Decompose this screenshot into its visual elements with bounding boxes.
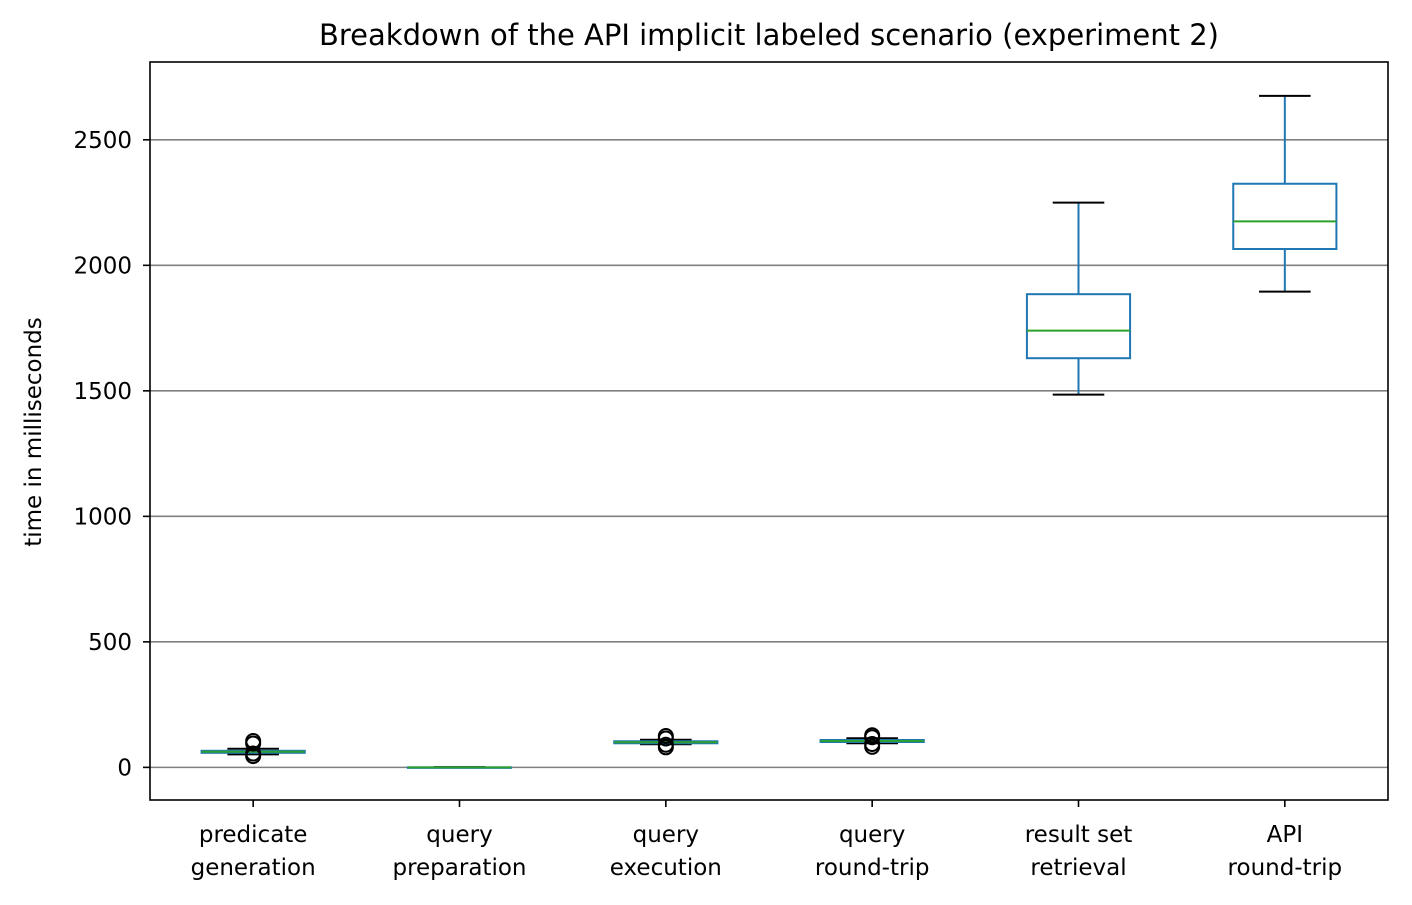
x-tick-label: query [633,822,699,848]
outlier-point [245,733,262,750]
gridlines [150,139,1388,769]
x-tick-label: round-trip [815,855,930,881]
x-tick-label: result set [1025,822,1133,848]
outlier-point [657,727,674,744]
chart-title: Breakdown of the API implicit labeled sc… [319,18,1219,52]
outlier-point [657,736,674,753]
x-tick-label: retrieval [1030,855,1126,881]
outlier-point [864,736,881,753]
outlier-point [245,745,262,762]
box-group [1025,201,1132,396]
box-group [613,727,719,756]
y-axis-ticks: 0 500 1000 1500 2000 2500 [73,128,150,781]
box-iqr [1025,293,1132,360]
x-tick-label: API [1267,822,1303,848]
x-tick-label: generation [191,855,316,881]
box-group [1232,94,1338,293]
box-group [200,733,306,765]
x-axis-ticks: predicate generation query preparation query… [191,800,1342,881]
y-tick-label: 1000 [73,504,132,530]
y-tick-label: 2500 [73,128,132,154]
x-tick-label: preparation [392,855,526,881]
plot-frame [149,61,1389,801]
boxes [200,94,1338,769]
y-tick-label: 1500 [73,379,132,405]
y-tick-label: 0 [117,755,132,781]
x-tick-label: query [426,822,492,848]
box-iqr [1232,182,1338,251]
outlier-point [864,727,881,744]
y-tick-label: 500 [88,630,132,656]
box-group [406,766,513,769]
y-tick-label: 2000 [73,253,132,279]
x-tick-label: predicate [199,822,308,848]
x-tick-label: query [839,822,905,848]
x-tick-label: execution [610,855,722,881]
box-group [819,727,925,755]
y-axis-label: time in milliseconds [21,317,47,547]
x-tick-label: round-trip [1228,855,1343,881]
